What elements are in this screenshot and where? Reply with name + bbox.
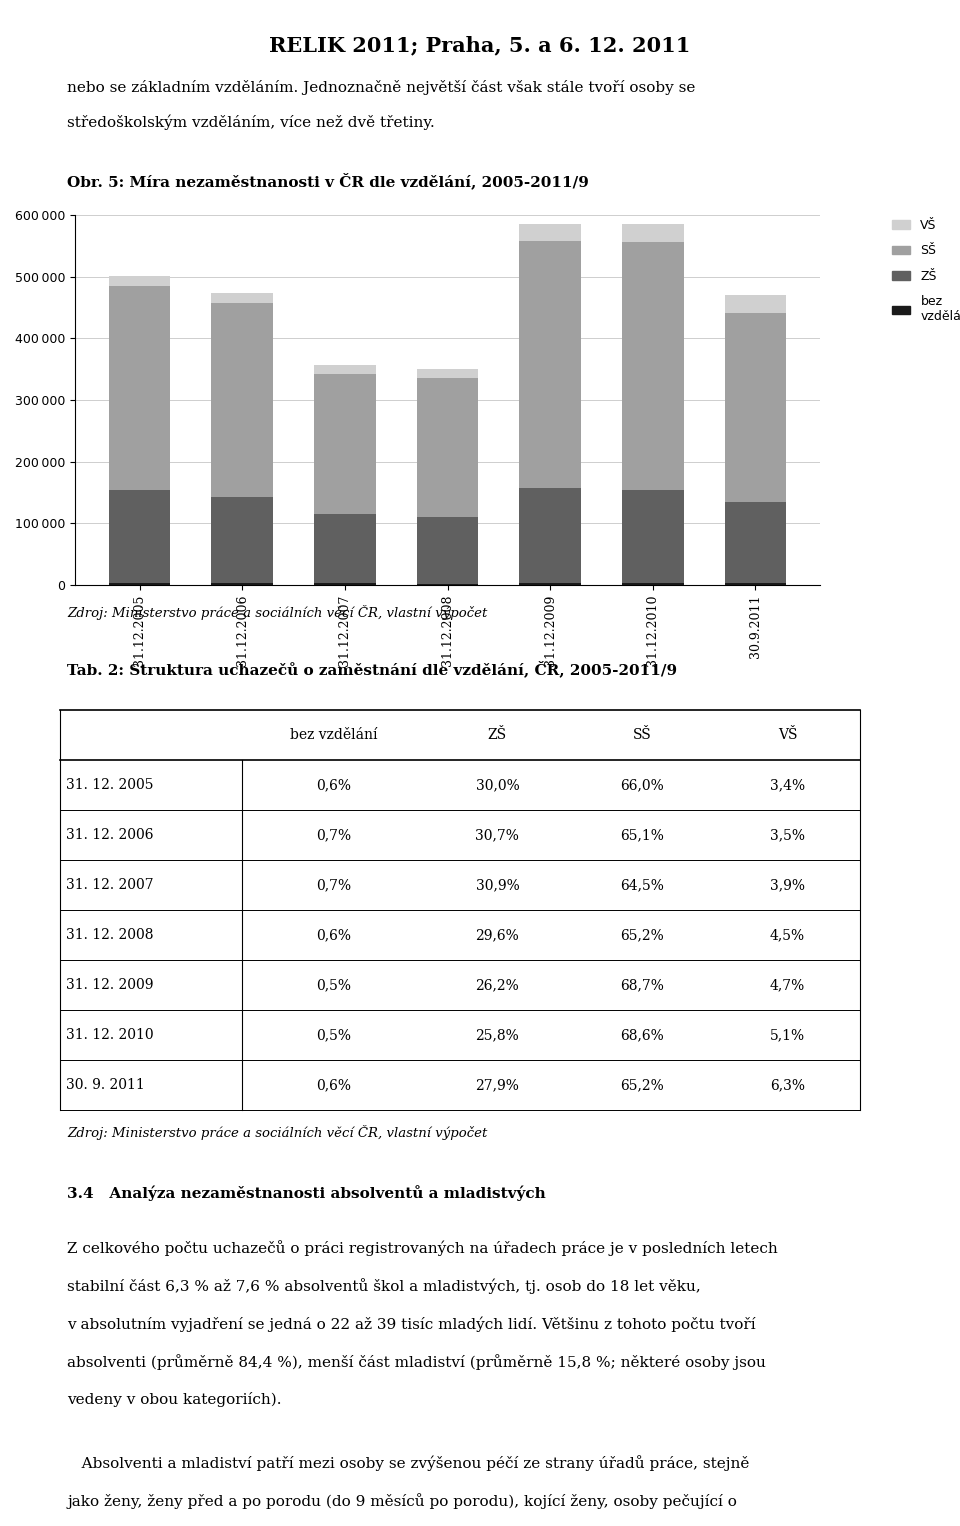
Text: 31. 12. 2005: 31. 12. 2005 [66,778,154,792]
Text: 6,3%: 6,3% [770,1077,805,1093]
Text: 31. 12. 2006: 31. 12. 2006 [66,829,154,842]
Text: 25,8%: 25,8% [475,1029,519,1042]
Text: VŠ: VŠ [778,728,797,742]
Bar [211,293,273,304]
Text: Tab. 2: Struktura uchazečů o zaměstnání dle vzdělání, ČR, 2005-2011/9: Tab. 2: Struktura uchazečů o zaměstnání … [67,661,678,678]
Text: 0,5%: 0,5% [316,1029,351,1042]
Text: středoškolským vzděláním, více než dvě třetiny.: středoškolským vzděláním, více než dvě t… [67,114,435,131]
Text: 65,2%: 65,2% [620,1077,664,1093]
Text: Zdroj: Ministerstvo práce a sociálních věcí ČR, vlastní výpočet: Zdroj: Ministerstvo práce a sociálních v… [67,604,488,620]
Text: 68,7%: 68,7% [620,978,664,992]
Text: 0,7%: 0,7% [316,829,351,842]
Text: 66,0%: 66,0% [620,778,664,792]
Text: bez vzdělání: bez vzdělání [290,728,377,742]
Text: 3,5%: 3,5% [770,829,805,842]
Text: Z celkového počtu uchazečů o práci registrovaných na úřadech práce je v poslední: Z celkového počtu uchazečů o práci regis… [67,1241,778,1256]
Text: 0,5%: 0,5% [316,978,351,992]
Text: 5,1%: 5,1% [770,1029,805,1042]
Text: 27,9%: 27,9% [475,1077,519,1093]
Text: SŠ: SŠ [633,728,652,742]
Text: 31. 12. 2010: 31. 12. 2010 [66,1029,154,1042]
Text: 30. 9. 2011: 30. 9. 2011 [66,1077,145,1093]
Bar [417,369,478,378]
Text: absolventi (průměrně 84,4 %), menší část mladiství (průměrně 15,8 %; některé oso: absolventi (průměrně 84,4 %), menší část… [67,1354,766,1370]
Text: 31. 12. 2009: 31. 12. 2009 [66,978,154,992]
Text: vedeny v obou kategoriích).: vedeny v obou kategoriích). [67,1392,281,1407]
Bar [211,496,273,583]
Bar [417,378,478,517]
Legend: VŠ, SŠ, ZŠ, bez
vzdělání: VŠ, SŠ, ZŠ, bez vzdělání [887,214,960,328]
Bar [314,365,375,374]
Text: nebo se základním vzděláním. Jednoznačně největší část však stále tvoří osoby se: nebo se základním vzděláním. Jednoznačně… [67,79,696,95]
Bar [314,374,375,514]
Bar [417,517,478,583]
Bar [622,583,684,584]
Text: 3.4   Analýza nezaměstnanosti absolventů a mladistvých: 3.4 Analýza nezaměstnanosti absolventů a… [67,1186,546,1201]
Text: stabilní část 6,3 % až 7,6 % absolventů škol a mladistvých, tj. osob do 18 let v: stabilní část 6,3 % až 7,6 % absolventů … [67,1277,701,1294]
Text: Obr. 5: Míra nezaměstnanosti v ČR dle vzdělání, 2005-2011/9: Obr. 5: Míra nezaměstnanosti v ČR dle vz… [67,172,589,189]
Bar [211,583,273,584]
Bar [725,295,786,313]
Bar [519,241,581,488]
Bar [622,224,684,243]
Text: 4,5%: 4,5% [770,928,805,942]
Text: 3,9%: 3,9% [770,877,805,893]
Text: v absolutním vyjadření se jedná o 22 až 39 tisíc mladých lidí. Většinu z tohoto : v absolutním vyjadření se jedná o 22 až … [67,1315,756,1332]
Text: 0,6%: 0,6% [316,928,351,942]
Text: 29,6%: 29,6% [475,928,519,942]
Bar [519,488,581,583]
Bar [314,583,375,584]
Bar [108,276,171,287]
Text: 3,4%: 3,4% [770,778,805,792]
Text: 30,7%: 30,7% [475,829,519,842]
Text: 31. 12. 2008: 31. 12. 2008 [66,928,154,942]
Bar [622,490,684,583]
Text: Absolventi a mladiství patří mezi osoby se zvýšenou péčí ze strany úřadů práce, : Absolventi a mladiství patří mezi osoby … [67,1454,750,1471]
Bar [725,583,786,584]
Text: ZŠ: ZŠ [488,728,507,742]
Text: 31. 12. 2007: 31. 12. 2007 [66,877,154,893]
Text: 0,6%: 0,6% [316,1077,351,1093]
Text: 30,0%: 30,0% [475,778,519,792]
Text: 65,1%: 65,1% [620,829,664,842]
Bar [725,502,786,583]
Text: RELIK 2011; Praha, 5. a 6. 12. 2011: RELIK 2011; Praha, 5. a 6. 12. 2011 [270,35,690,55]
Text: 4,7%: 4,7% [770,978,805,992]
Bar [519,583,581,584]
Bar [211,304,273,496]
Text: 64,5%: 64,5% [620,877,664,893]
Bar [519,224,581,241]
Bar [314,514,375,583]
Bar [108,583,171,584]
Text: 0,6%: 0,6% [316,778,351,792]
Bar [108,287,171,490]
Text: 65,2%: 65,2% [620,928,664,942]
Text: 30,9%: 30,9% [475,877,519,893]
Text: 68,6%: 68,6% [620,1029,664,1042]
Text: Zdroj: Ministerstvo práce a sociálních věcí ČR, vlastní výpočet: Zdroj: Ministerstvo práce a sociálních v… [67,1125,488,1140]
Text: jako ženy, ženy před a po porodu (do 9 měsíců po porodu), kojící ženy, osoby peč: jako ženy, ženy před a po porodu (do 9 m… [67,1492,737,1509]
Text: 26,2%: 26,2% [475,978,519,992]
Bar [108,490,171,583]
Bar [725,313,786,502]
Text: 0,7%: 0,7% [316,877,351,893]
Bar [622,243,684,490]
